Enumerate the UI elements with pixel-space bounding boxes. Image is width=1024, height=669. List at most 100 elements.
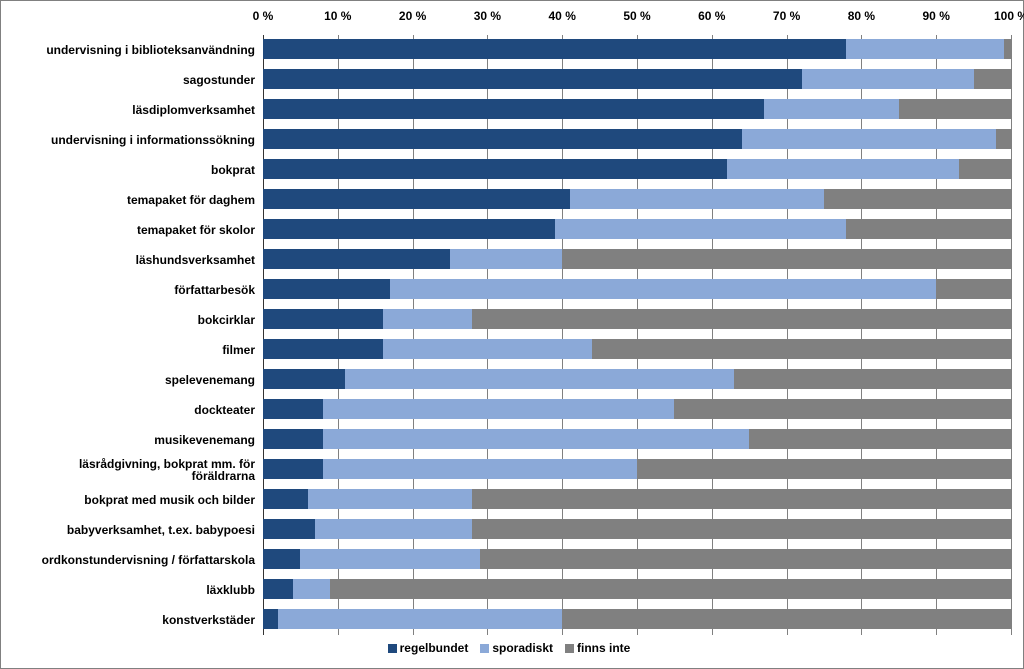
category-label: läxklubb	[13, 584, 263, 596]
bar-segment	[263, 429, 323, 449]
bar-segment	[959, 159, 1011, 179]
bar-stack	[263, 579, 1011, 599]
stacked-bar-chart: 0 %10 %20 %30 %40 %50 %60 %70 %80 %90 %1…	[0, 0, 1024, 669]
x-axis: 0 %10 %20 %30 %40 %50 %60 %70 %80 %90 %1…	[13, 9, 1011, 29]
bar-area	[263, 65, 1011, 95]
bar-area	[263, 35, 1011, 65]
bar-segment	[936, 279, 1011, 299]
table-row: konstverkstäder	[13, 605, 1011, 635]
bar-segment	[570, 189, 824, 209]
bar-segment	[308, 489, 473, 509]
bar-segment	[899, 99, 1011, 119]
bar-segment	[263, 399, 323, 419]
bar-segment	[637, 459, 1011, 479]
legend: regelbundet sporadiskt finns inte	[13, 641, 1011, 655]
bar-segment	[1004, 39, 1011, 59]
bar-segment	[263, 99, 764, 119]
axis-tick: 30 %	[474, 9, 501, 23]
bar-stack	[263, 429, 1011, 449]
bar-segment	[263, 459, 323, 479]
bar-segment	[727, 159, 959, 179]
category-label: ordkonstundervisning / författarskola	[13, 554, 263, 566]
bar-segment	[263, 609, 278, 629]
legend-label: finns inte	[577, 641, 630, 655]
bar-segment	[263, 369, 345, 389]
bar-stack	[263, 489, 1011, 509]
bar-stack	[263, 339, 1011, 359]
legend-item: sporadiskt	[480, 641, 553, 655]
legend-swatch	[480, 644, 489, 653]
bar-segment	[592, 339, 1011, 359]
bar-stack	[263, 99, 1011, 119]
bar-segment	[749, 429, 1011, 449]
bar-stack	[263, 309, 1011, 329]
category-label: undervisning i biblioteksanvändning	[13, 44, 263, 56]
axis-tick: 70 %	[773, 9, 800, 23]
bar-segment	[390, 279, 936, 299]
category-label: bokprat med musik och bilder	[13, 494, 263, 506]
bar-segment	[263, 339, 383, 359]
category-label: läsrådgivning, bokprat mm. för föräldrar…	[13, 458, 263, 482]
bar-segment	[263, 579, 293, 599]
bar-segment	[263, 279, 390, 299]
table-row: läxklubb	[13, 575, 1011, 605]
bar-segment	[300, 549, 480, 569]
table-row: läsdiplomverksamhet	[13, 95, 1011, 125]
bar-area	[263, 455, 1011, 485]
bar-area	[263, 125, 1011, 155]
table-row: undervisning i informationssökning	[13, 125, 1011, 155]
bar-segment	[323, 429, 749, 449]
bar-segment	[323, 399, 675, 419]
bar-segment	[263, 489, 308, 509]
table-row: dockteater	[13, 395, 1011, 425]
category-label: undervisning i informationssökning	[13, 134, 263, 146]
bar-segment	[480, 549, 1011, 569]
bar-segment	[263, 249, 450, 269]
category-label: bokcirklar	[13, 314, 263, 326]
bar-segment	[472, 489, 1011, 509]
bar-area	[263, 335, 1011, 365]
chart-rows: undervisning i biblioteksanvändningsagos…	[13, 35, 1011, 635]
legend-item: finns inte	[565, 641, 630, 655]
bar-area	[263, 485, 1011, 515]
table-row: författarbesök	[13, 275, 1011, 305]
bar-segment	[263, 219, 555, 239]
bar-segment	[293, 579, 330, 599]
bar-segment	[263, 549, 300, 569]
bar-segment	[555, 219, 847, 239]
bar-stack	[263, 219, 1011, 239]
bar-stack	[263, 249, 1011, 269]
axis-tick: 60 %	[698, 9, 725, 23]
legend-label: regelbundet	[400, 641, 469, 655]
bar-area	[263, 515, 1011, 545]
table-row: temapaket för skolor	[13, 215, 1011, 245]
bar-stack	[263, 279, 1011, 299]
bar-area	[263, 395, 1011, 425]
bar-area	[263, 275, 1011, 305]
table-row: bokprat med musik och bilder	[13, 485, 1011, 515]
category-label: filmer	[13, 344, 263, 356]
bar-segment	[315, 519, 472, 539]
bar-segment	[263, 519, 315, 539]
legend-label: sporadiskt	[492, 641, 553, 655]
legend-swatch	[388, 644, 397, 653]
bar-segment	[742, 129, 996, 149]
category-label: spelevenemang	[13, 374, 263, 386]
category-label: läsdiplomverksamhet	[13, 104, 263, 116]
bar-segment	[974, 69, 1011, 89]
bar-stack	[263, 519, 1011, 539]
category-label: temapaket för skolor	[13, 224, 263, 236]
bar-segment	[263, 69, 802, 89]
bar-segment	[383, 339, 592, 359]
bar-segment	[263, 189, 570, 209]
table-row: undervisning i biblioteksanvändning	[13, 35, 1011, 65]
table-row: musikevenemang	[13, 425, 1011, 455]
bar-area	[263, 185, 1011, 215]
bar-area	[263, 215, 1011, 245]
bar-segment	[278, 609, 562, 629]
bar-stack	[263, 549, 1011, 569]
bar-segment	[323, 459, 637, 479]
bar-stack	[263, 369, 1011, 389]
bar-segment	[263, 129, 742, 149]
bar-segment	[846, 219, 1011, 239]
